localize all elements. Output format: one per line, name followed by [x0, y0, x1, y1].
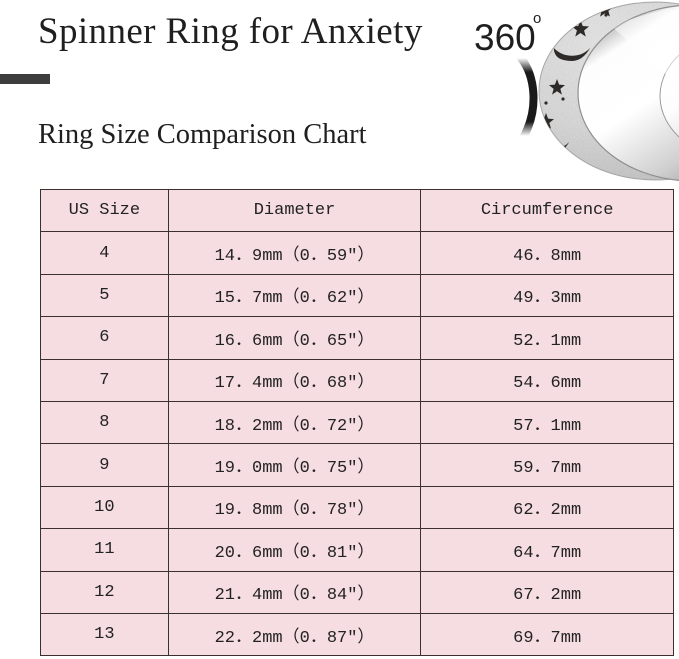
svg-text:o: o	[533, 10, 541, 27]
svg-text:360: 360	[474, 17, 536, 58]
